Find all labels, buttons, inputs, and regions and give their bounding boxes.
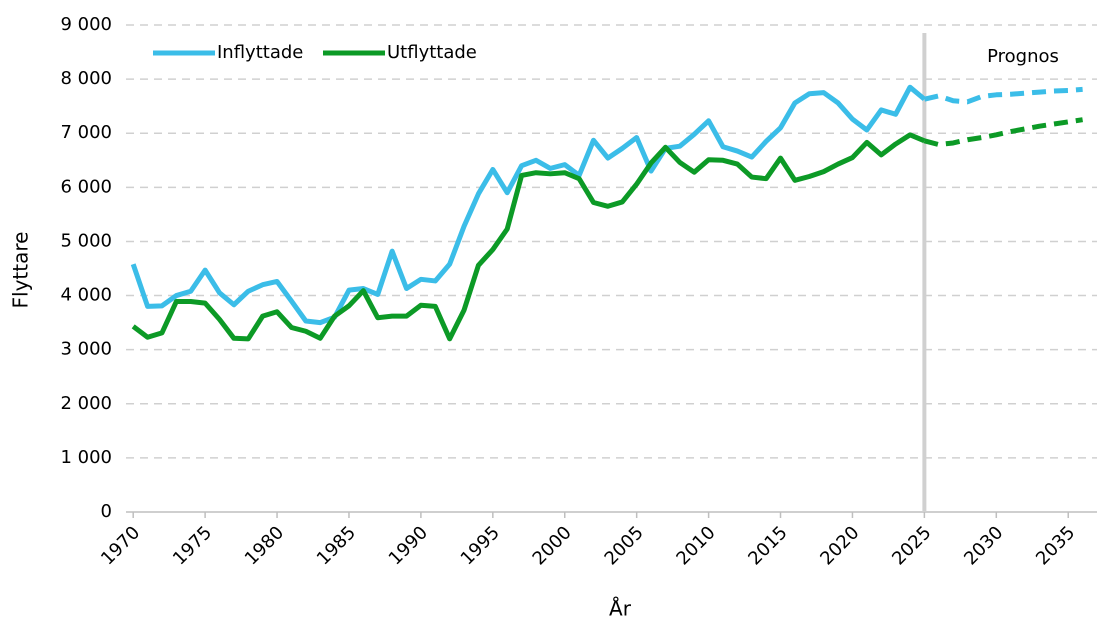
y-axis-label: Flyttare	[9, 232, 33, 309]
x-tick-label: 1985	[313, 522, 360, 569]
x-tick-label: 1980	[241, 522, 288, 569]
y-tick-label: 4 000	[60, 285, 112, 306]
forecast-line	[923, 117, 1083, 148]
y-tick-label: 2 000	[60, 393, 112, 414]
x-tick-label: 2035	[1032, 522, 1079, 569]
x-tick-label: 1995	[457, 522, 504, 569]
series-line	[131, 132, 926, 342]
y-tick-label: 5 000	[60, 230, 112, 251]
y-tick-label: 6 000	[60, 176, 112, 197]
x-tick-label: 1975	[169, 522, 216, 569]
x-tick-label: 1990	[385, 522, 432, 569]
y-tick-label: 3 000	[60, 339, 112, 360]
annotation: Prognos	[987, 46, 1059, 67]
x-tick-label: 2005	[601, 522, 648, 569]
y-tick-label: 7 000	[60, 122, 112, 143]
forecast-line	[923, 86, 1083, 105]
x-tick-label: 1970	[97, 522, 144, 569]
series-line	[130, 84, 926, 326]
x-axis-label: År	[609, 597, 632, 621]
x-tick-label: 2010	[672, 522, 719, 569]
legend-label: Utflyttade	[387, 42, 477, 63]
legend-label: Inflyttade	[217, 42, 303, 63]
y-tick-label: 0	[101, 501, 112, 522]
y-tick-label: 1 000	[60, 447, 112, 468]
x-tick-label: 2000	[529, 522, 576, 569]
x-tick-label: 2015	[744, 522, 791, 569]
x-tick-label: 2030	[960, 522, 1007, 569]
y-tick-label: 9 000	[60, 14, 112, 35]
x-tick-label: 2020	[816, 522, 863, 569]
y-tick-label: 8 000	[60, 68, 112, 89]
x-tick-label: 2025	[888, 522, 935, 569]
